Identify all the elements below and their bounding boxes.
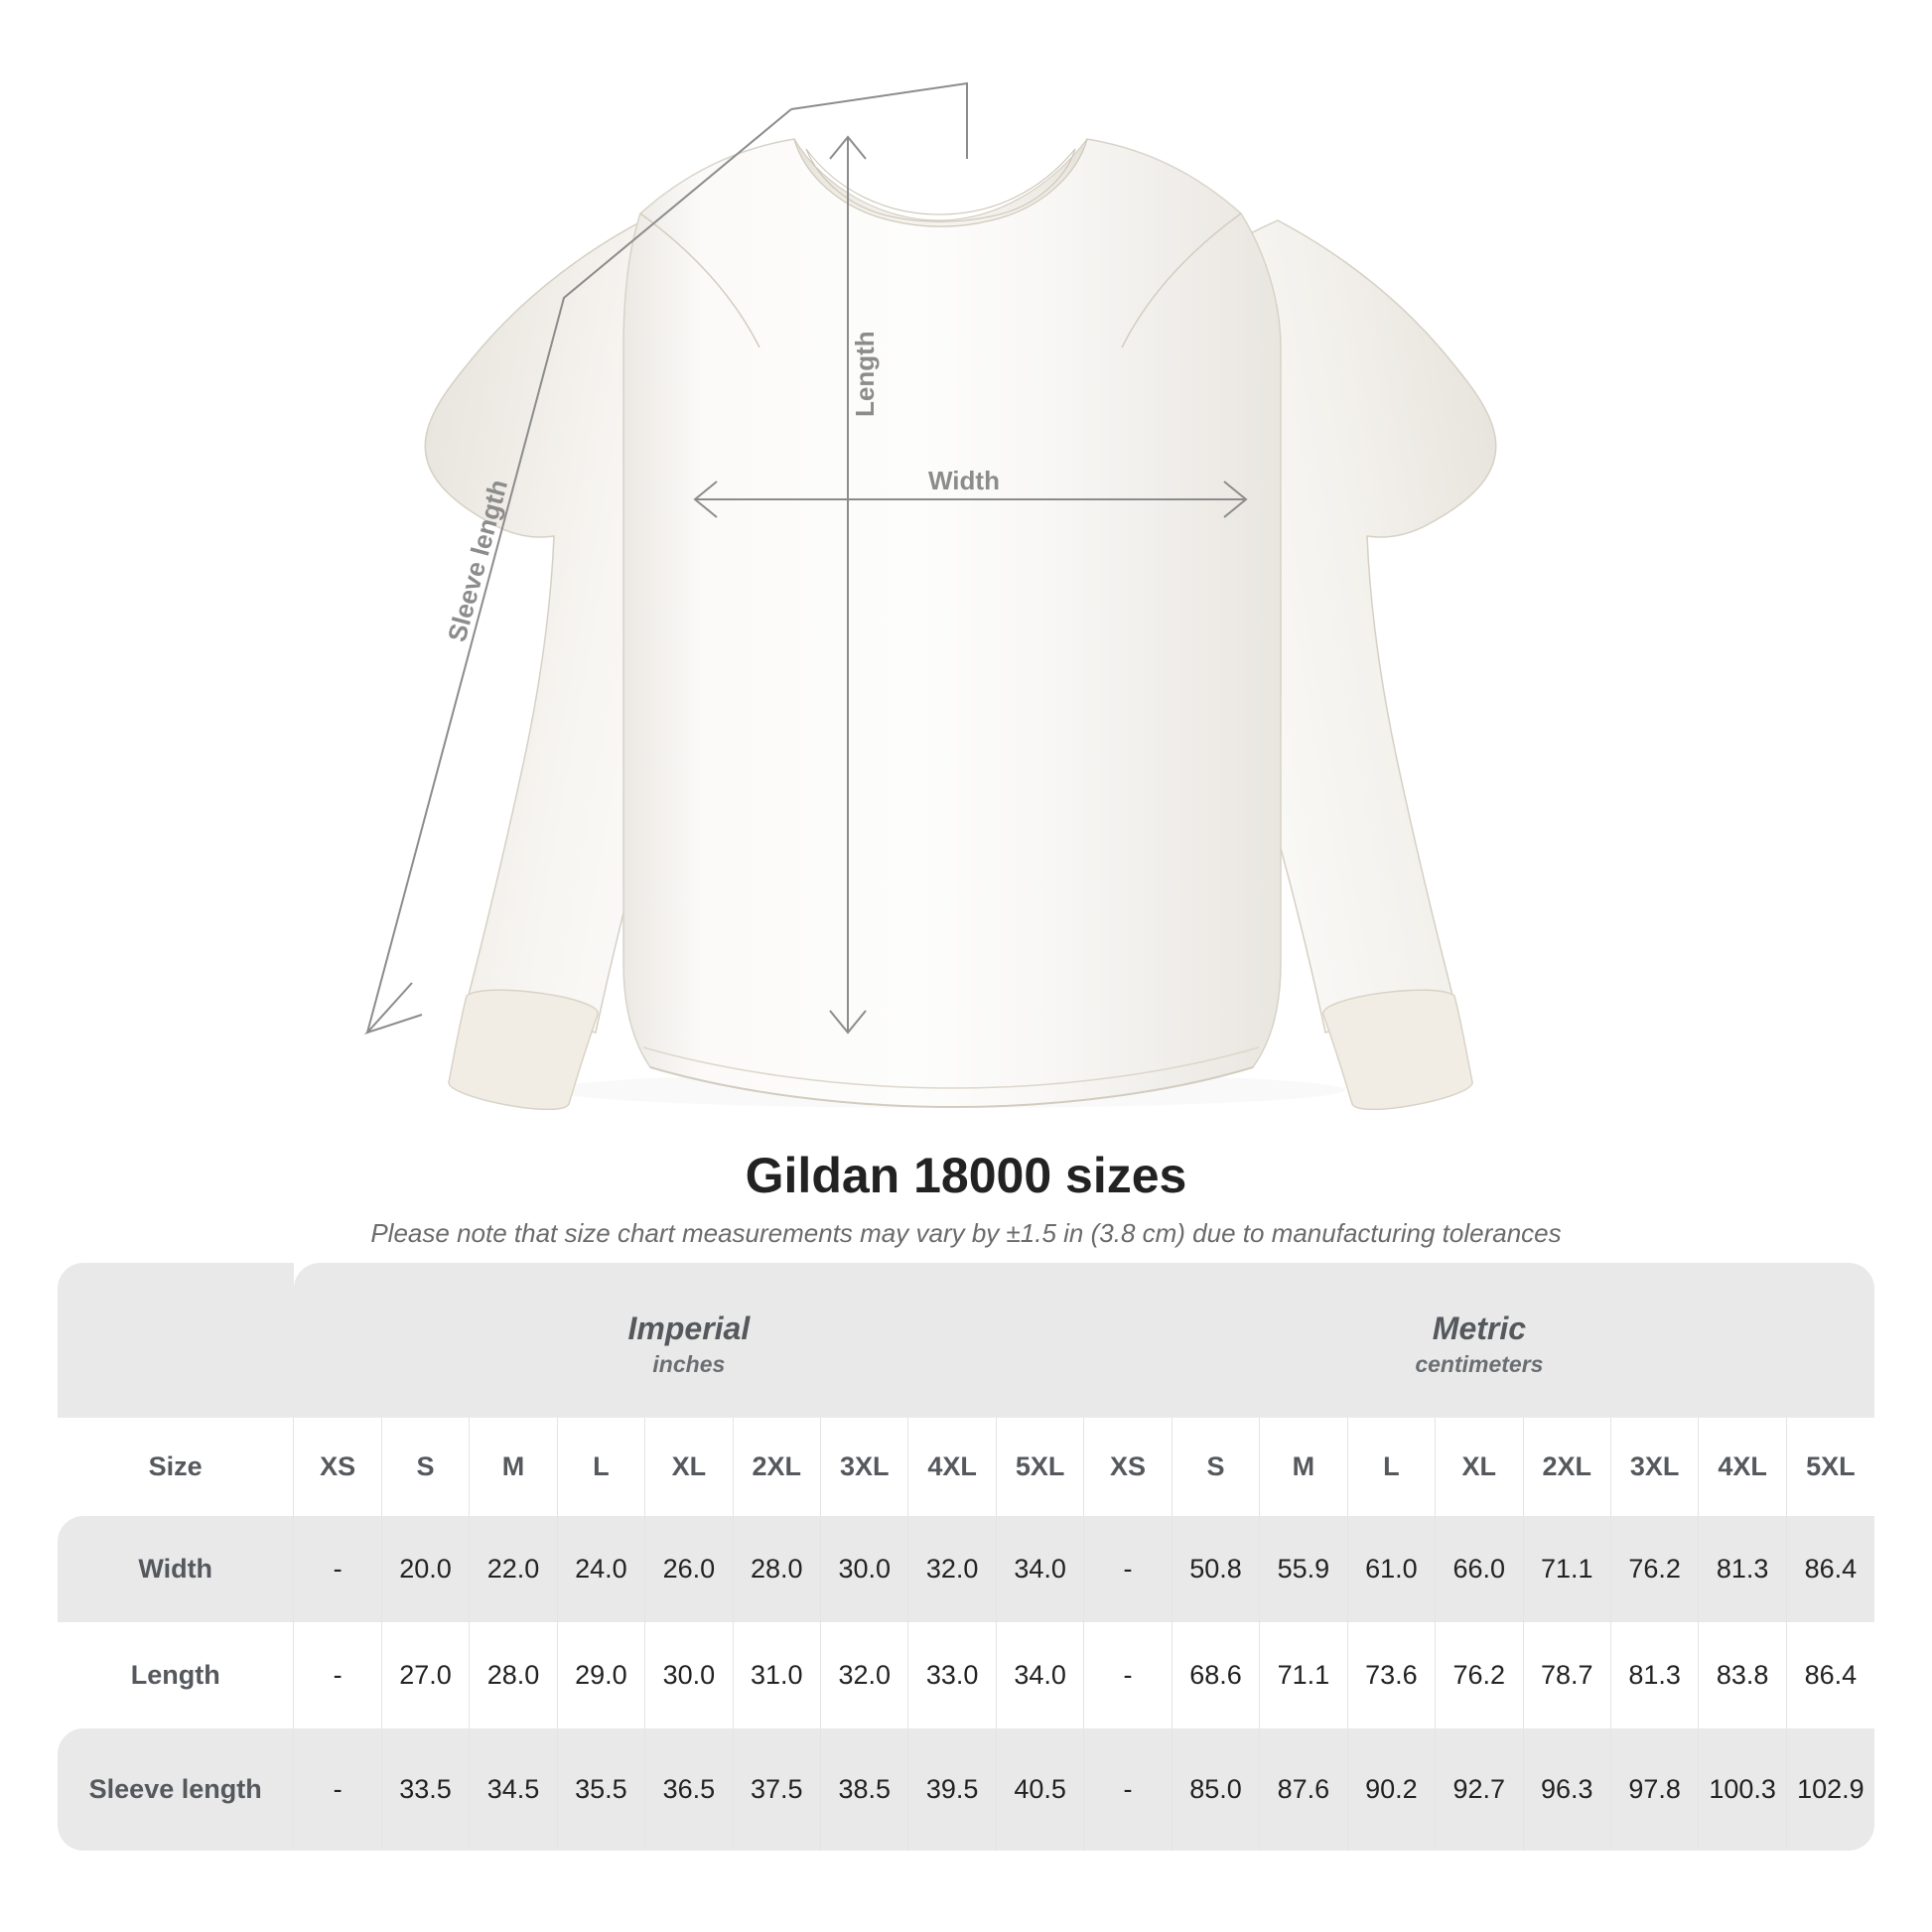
svg-text:Width: Width: [928, 466, 1000, 495]
svg-text:Length: Length: [850, 331, 880, 417]
